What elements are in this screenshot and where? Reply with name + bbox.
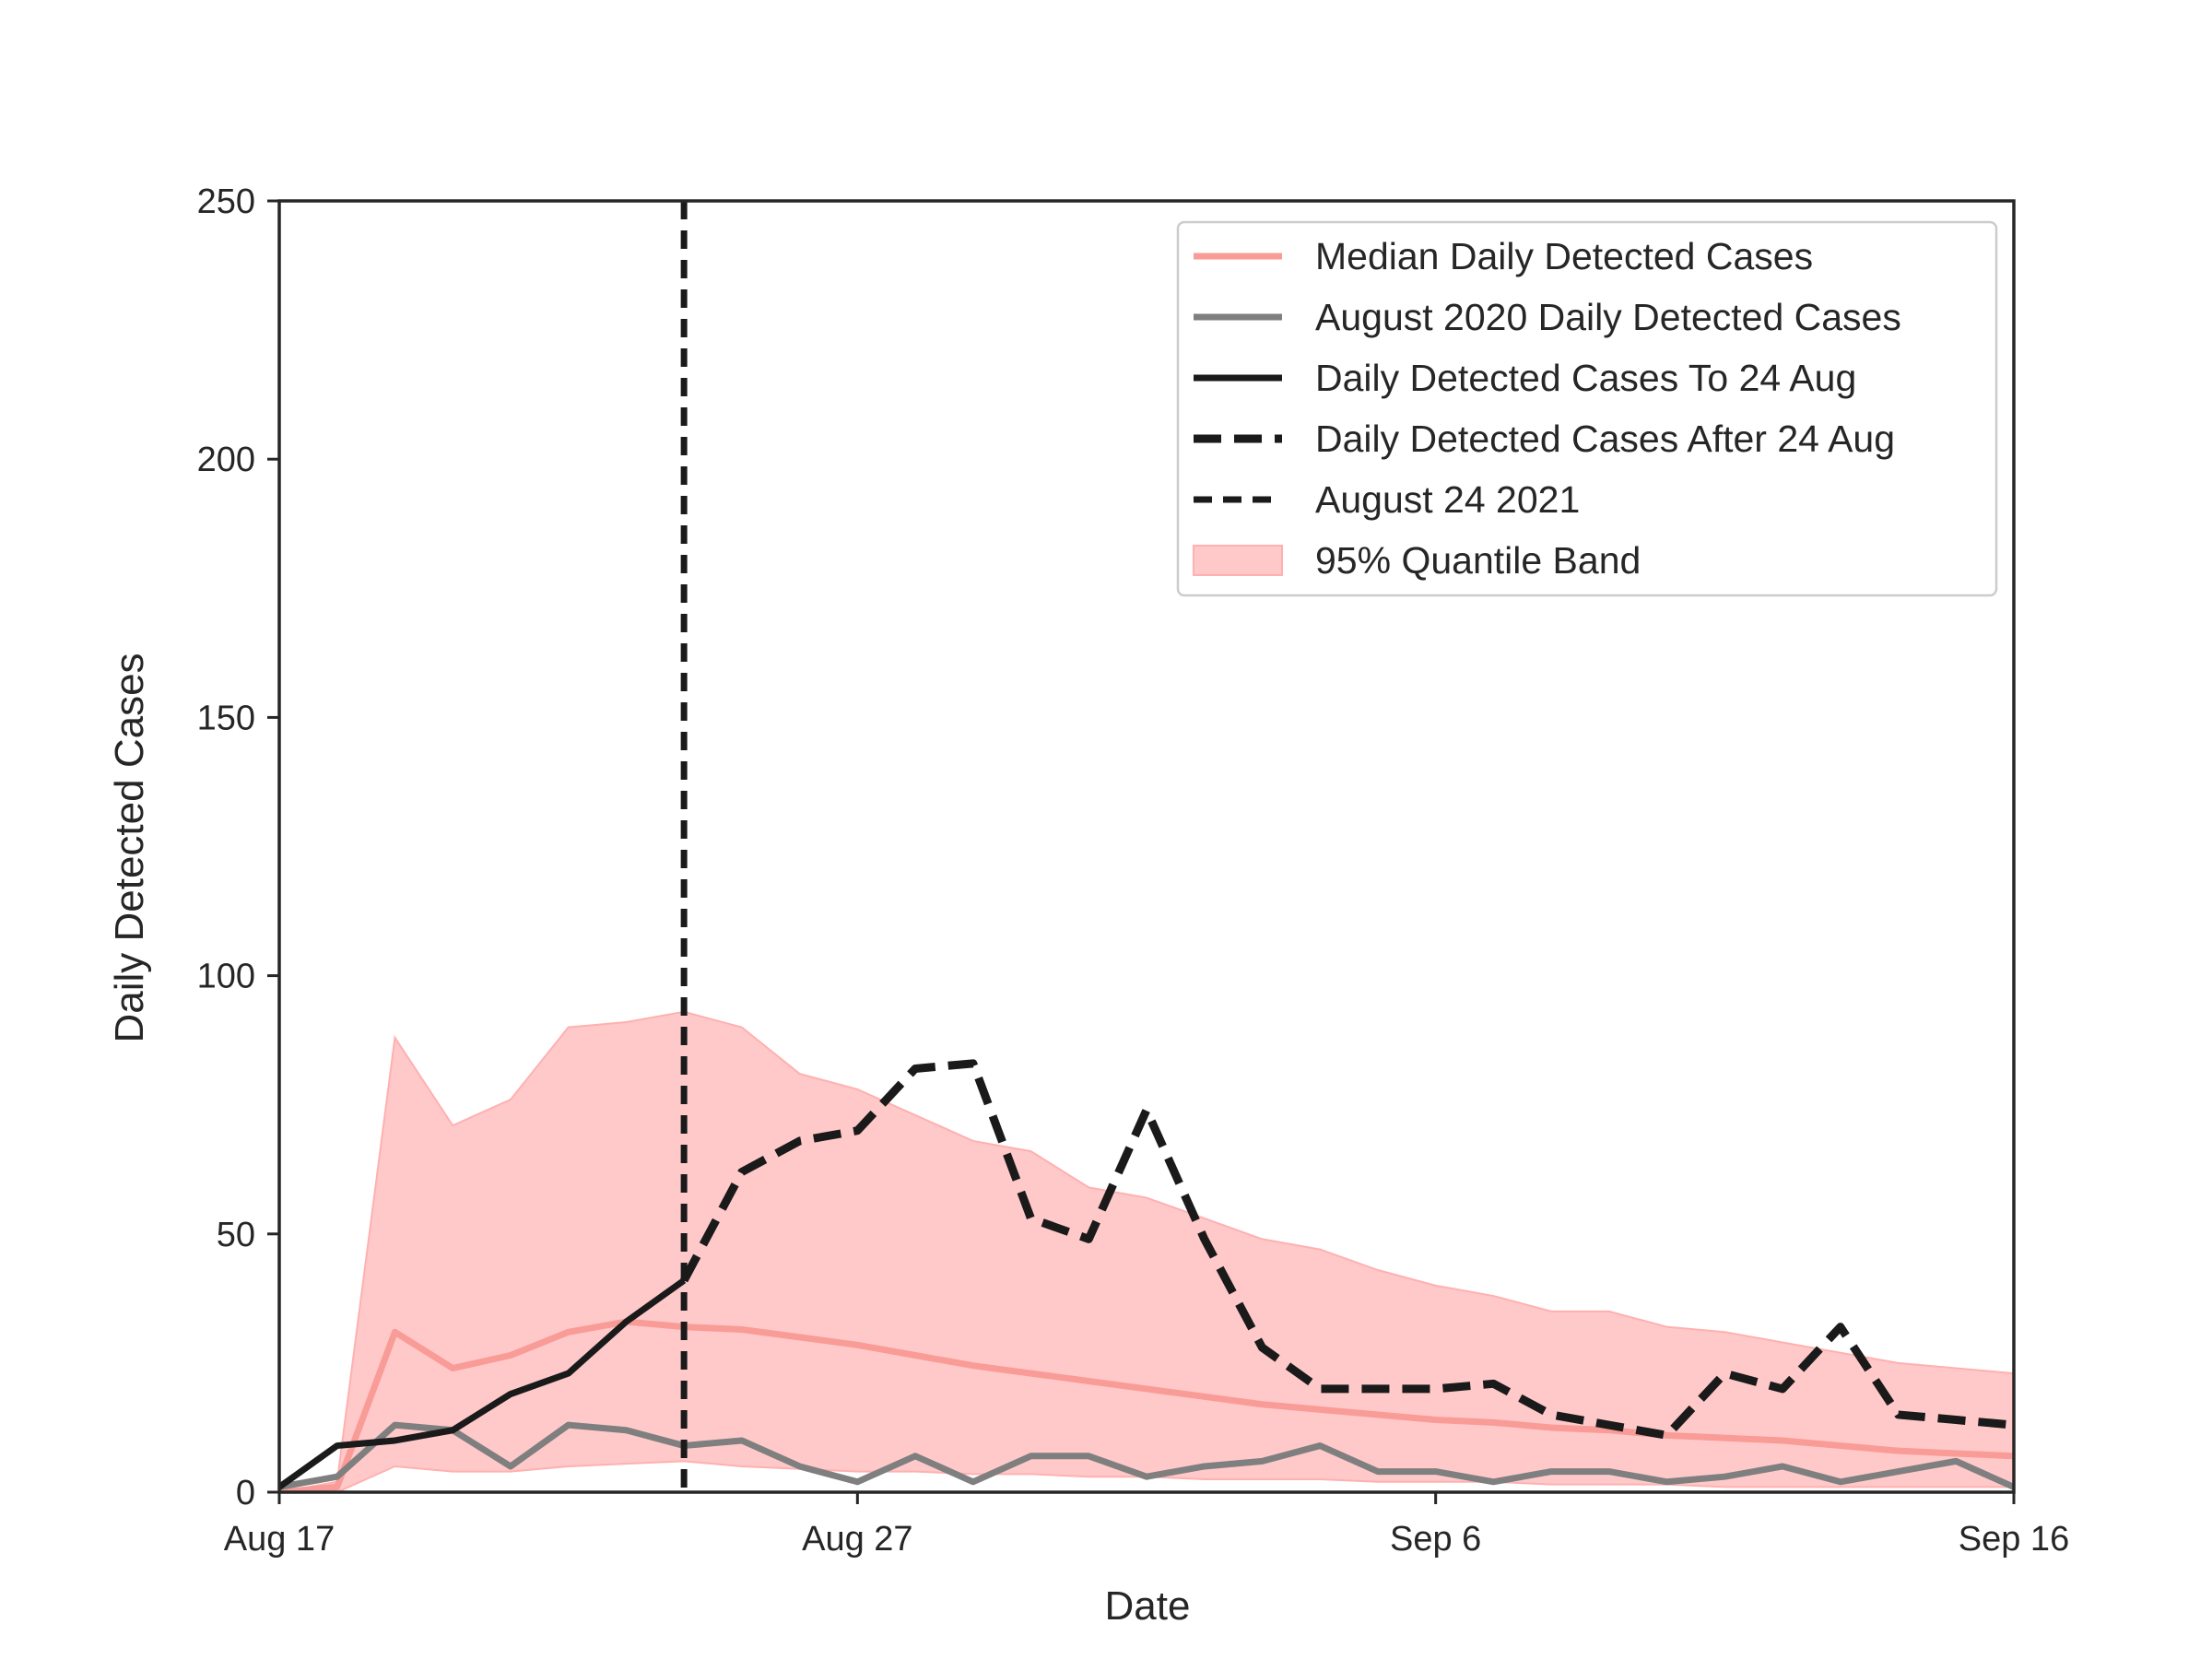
legend: Median Daily Detected Cases August 2020 D… — [1176, 220, 1998, 597]
legend-label: Daily Detected Cases After 24 Aug — [1315, 418, 1895, 460]
series-line-2 — [279, 1277, 687, 1490]
axes: 0 50 100 150 200 250 Aug 17 Aug 27 Sep 6 Sep 16 — [197, 182, 2070, 1559]
legend-box — [1176, 220, 1998, 597]
x-tick-label: Aug 17 — [224, 1520, 335, 1559]
x-tick-label: Aug 27 — [802, 1520, 912, 1559]
plot-frame — [277, 199, 2016, 1494]
x-axis-label: Date — [1105, 1583, 1191, 1629]
series-line-0 — [279, 1318, 2014, 1492]
legend-label: August 2020 Daily Detected Cases — [1315, 296, 1901, 338]
y-tick-label: 100 — [197, 958, 255, 996]
x-tick-label: Sep 6 — [1390, 1520, 1481, 1559]
plot-area — [279, 201, 2014, 1492]
series-line-1 — [279, 1421, 2014, 1490]
plot-content — [279, 201, 2014, 1492]
legend-label: Median Daily Detected Cases — [1315, 235, 1813, 277]
legend-label: August 24 2021 — [1315, 478, 1580, 521]
y-tick-label: 50 — [217, 1216, 255, 1254]
y-axis-label: Daily Detected Cases — [107, 653, 152, 1042]
y-tick-label: 150 — [197, 699, 255, 737]
legend-label: Daily Detected Cases To 24 Aug — [1315, 357, 1856, 399]
legend-label: 95% Quantile Band — [1315, 539, 1641, 582]
y-tick-label: 0 — [236, 1474, 255, 1512]
quantile-band — [279, 1010, 2014, 1492]
y-tick-label: 200 — [197, 441, 255, 479]
y-tick-label: 250 — [197, 182, 255, 221]
x-tick-label: Sep 16 — [1959, 1520, 2069, 1559]
legend-handle-patch — [1193, 545, 1283, 576]
